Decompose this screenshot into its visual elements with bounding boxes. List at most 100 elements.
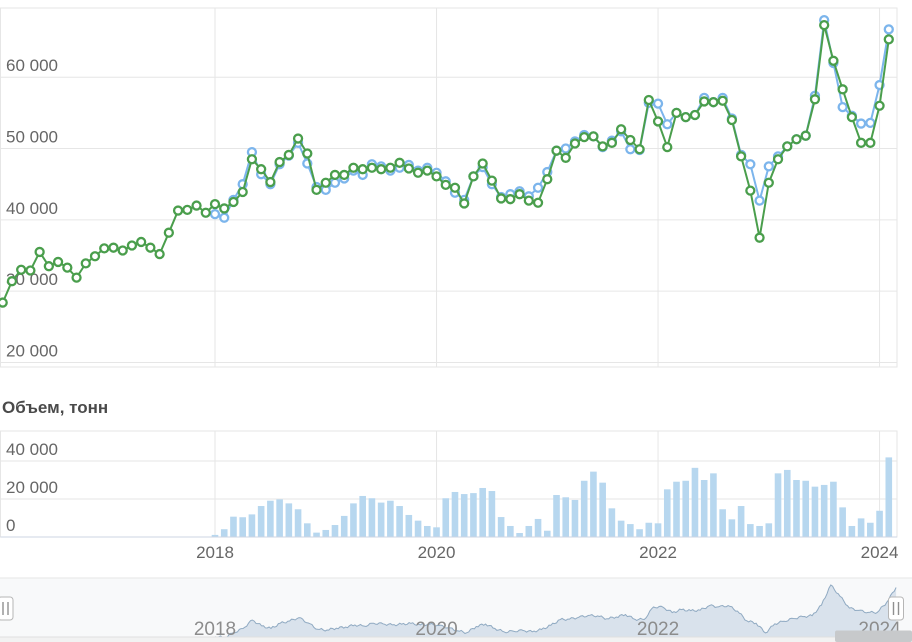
volume-bar[interactable] — [470, 493, 477, 537]
volume-bar[interactable] — [322, 529, 330, 537]
price-green-marker[interactable] — [874, 100, 885, 111]
price-green-marker[interactable] — [754, 232, 765, 243]
price-green-marker[interactable] — [34, 246, 45, 258]
price-green-marker[interactable] — [791, 134, 802, 145]
price-green-marker[interactable] — [431, 171, 442, 182]
price-green-marker[interactable] — [209, 199, 221, 210]
price-green-marker[interactable] — [126, 240, 138, 251]
price-green-marker[interactable] — [99, 243, 110, 254]
price-green-marker[interactable] — [385, 162, 396, 173]
volume-bar[interactable] — [645, 522, 653, 537]
price-blue-marker[interactable] — [560, 143, 571, 154]
price-blue-marker[interactable] — [662, 119, 673, 130]
volume-bar[interactable] — [848, 525, 856, 537]
price-green-marker[interactable] — [671, 107, 682, 119]
volume-bar[interactable] — [710, 473, 717, 537]
volume-bar[interactable] — [765, 523, 773, 537]
price-green-marker[interactable] — [560, 152, 571, 163]
volume-bar[interactable] — [405, 514, 413, 537]
navigator-handle-right[interactable] — [888, 596, 904, 621]
price-blue-marker[interactable] — [209, 208, 221, 220]
volume-bar[interactable] — [479, 487, 486, 537]
volume-bar[interactable] — [867, 522, 874, 537]
volume-bar[interactable] — [830, 481, 837, 537]
volume-bar[interactable] — [304, 523, 311, 537]
price-blue-marker[interactable] — [745, 159, 756, 170]
price-green-marker[interactable] — [855, 137, 867, 148]
price-green-marker[interactable] — [477, 158, 488, 169]
price-green-marker[interactable] — [0, 297, 8, 308]
price-green-marker[interactable] — [459, 198, 470, 209]
price-green-marker[interactable] — [726, 114, 738, 126]
volume-bar[interactable] — [239, 517, 246, 537]
volume-bar[interactable] — [396, 506, 403, 537]
volume-bar[interactable] — [580, 480, 588, 537]
price-green-marker[interactable] — [643, 94, 654, 106]
volume-bar[interactable] — [507, 525, 514, 537]
price-green-marker[interactable] — [80, 258, 91, 269]
volume-bar[interactable] — [747, 524, 754, 537]
price-green-marker[interactable] — [883, 34, 894, 45]
price-blue-marker[interactable] — [219, 212, 230, 223]
price-green-marker[interactable] — [708, 97, 719, 108]
price-green-marker[interactable] — [809, 94, 821, 105]
volume-bar[interactable] — [257, 506, 265, 537]
price-green-marker[interactable] — [191, 200, 202, 211]
price-green-marker[interactable] — [339, 169, 350, 181]
price-green-marker[interactable] — [699, 96, 710, 107]
price-green-marker[interactable] — [329, 169, 341, 181]
price-green-marker[interactable] — [71, 272, 82, 283]
price-green-marker[interactable] — [357, 164, 368, 175]
price-green-marker[interactable] — [403, 163, 414, 174]
volume-bar[interactable] — [377, 502, 385, 537]
volume-bar[interactable] — [460, 494, 468, 537]
price-green-marker[interactable] — [292, 133, 304, 144]
volume-bar[interactable] — [368, 498, 376, 537]
volume-bar[interactable] — [793, 480, 800, 537]
price-green-marker[interactable] — [735, 151, 747, 162]
price-green-marker[interactable] — [763, 177, 774, 188]
volume-bar[interactable] — [654, 523, 662, 537]
horizontal-scrollbar[interactable] — [0, 630, 912, 642]
price-green-marker[interactable] — [25, 265, 36, 276]
volume-bar[interactable] — [220, 529, 228, 537]
price-green-marker[interactable] — [680, 111, 691, 123]
volume-bar[interactable] — [636, 529, 643, 537]
volume-bar[interactable] — [276, 499, 283, 537]
price-blue-marker[interactable] — [652, 98, 664, 109]
price-green-marker[interactable] — [89, 251, 101, 262]
price-green-marker[interactable] — [117, 245, 128, 256]
price-green-marker[interactable] — [237, 186, 248, 198]
volume-bar[interactable] — [682, 480, 690, 537]
price-green-marker[interactable] — [311, 184, 322, 196]
price-green-marker[interactable] — [689, 109, 701, 121]
price-green-marker[interactable] — [228, 196, 239, 208]
volume-bar[interactable] — [756, 525, 763, 537]
volume-bar[interactable] — [414, 520, 422, 537]
price-green-marker[interactable] — [219, 203, 230, 214]
volume-bar[interactable] — [885, 457, 893, 537]
volume-bar[interactable] — [802, 480, 810, 537]
price-green-marker[interactable] — [440, 179, 451, 191]
volume-bar[interactable] — [783, 469, 791, 537]
volume-bar[interactable] — [608, 508, 616, 537]
price-green-marker[interactable] — [745, 185, 756, 196]
price-blue-marker[interactable] — [883, 24, 894, 35]
price-green-marker[interactable] — [283, 149, 294, 161]
price-green-marker[interactable] — [652, 116, 664, 127]
volume-bar[interactable] — [359, 495, 366, 537]
volume-bar[interactable] — [248, 514, 256, 537]
price-green-marker[interactable] — [348, 162, 359, 173]
price-green-marker[interactable] — [634, 144, 645, 155]
navigator-handle-left[interactable] — [0, 596, 14, 621]
price-green-marker[interactable] — [828, 55, 839, 66]
price-green-marker[interactable] — [542, 174, 553, 185]
price-blue-marker[interactable] — [763, 161, 774, 172]
price-green-marker[interactable] — [495, 193, 507, 204]
volume-bar[interactable] — [811, 486, 819, 537]
scrollbar-track[interactable] — [0, 637, 912, 642]
volume-bar[interactable] — [839, 507, 846, 537]
volume-bar[interactable] — [857, 518, 865, 537]
price-green-marker[interactable] — [800, 130, 811, 141]
price-green-marker[interactable] — [43, 261, 55, 272]
